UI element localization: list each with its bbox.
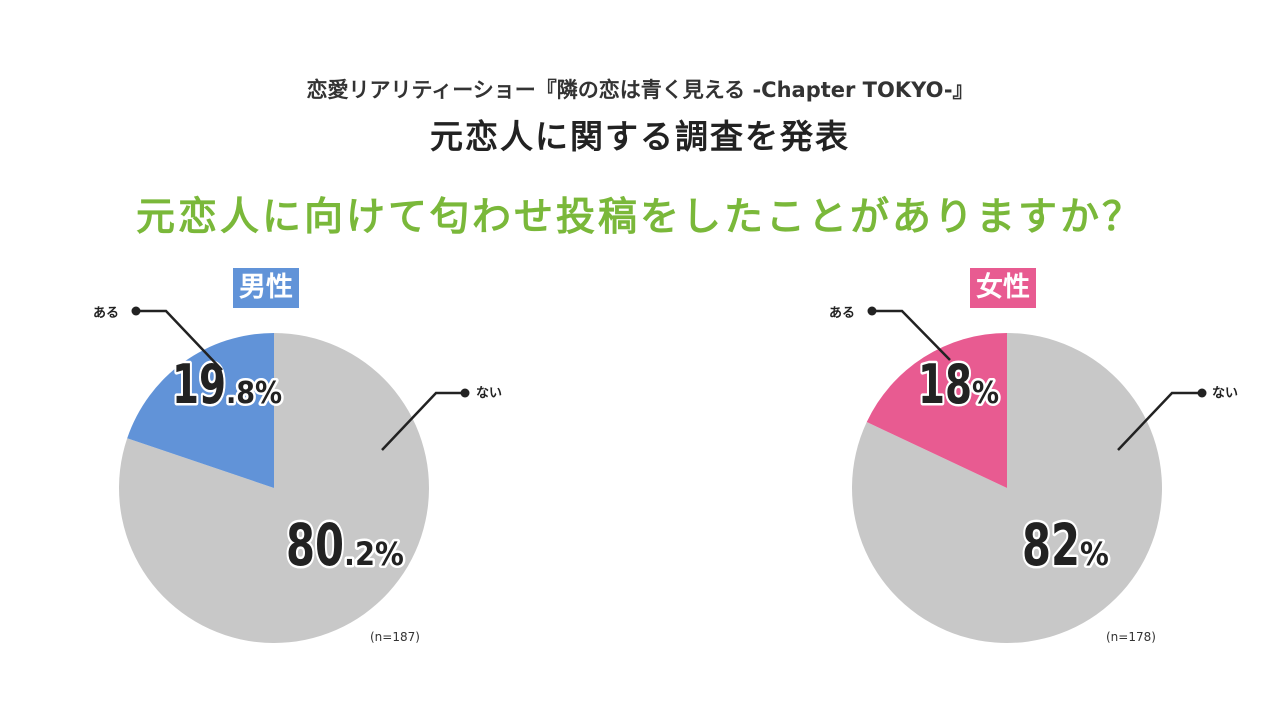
pct-label-male-nai: 80.2% [286,511,404,579]
leader-female-nai-dot [1197,388,1207,398]
sample-size-female: (n=178) [1106,630,1156,644]
pct-label-female-nai: 82% [1022,511,1109,579]
pct-label-female-aru: 18% [918,353,999,416]
pie-slice-male-aru [127,333,274,488]
sample-size-male: (n=187) [370,630,420,644]
survey-question: 元恋人に向けて匂わせ投稿をしたことがありますか？ [135,195,1144,240]
leader-male-aru-dot [131,306,141,316]
male-badge: 男性 [233,268,299,308]
leader-male-nai-line [381,391,465,451]
leader-female-nai-line [1117,391,1202,451]
leader-male-aru-line [136,309,223,371]
page-title: 元恋人に関する調査を発表 [430,117,850,156]
female-badge: 女性 [970,268,1036,308]
leader-female-aru-label: ある [829,306,855,321]
pie-slice-female-aru [866,333,1007,488]
leader-male-aru-label: ある [93,306,119,321]
pct-label-male-aru: 19.8% [172,353,282,416]
leader-male-nai-dot [460,388,470,398]
leader-male-nai-label: ない [476,386,502,401]
leader-female-aru-dot [867,306,877,316]
pie-slice-female-nai [852,333,1163,643]
subtitle: 恋愛リアリティーショー『隣の恋は青く見える -Chapter TOKYO-』 [306,78,974,102]
leader-female-aru-line [872,309,951,361]
leader-female-nai-label: ない [1212,386,1238,401]
